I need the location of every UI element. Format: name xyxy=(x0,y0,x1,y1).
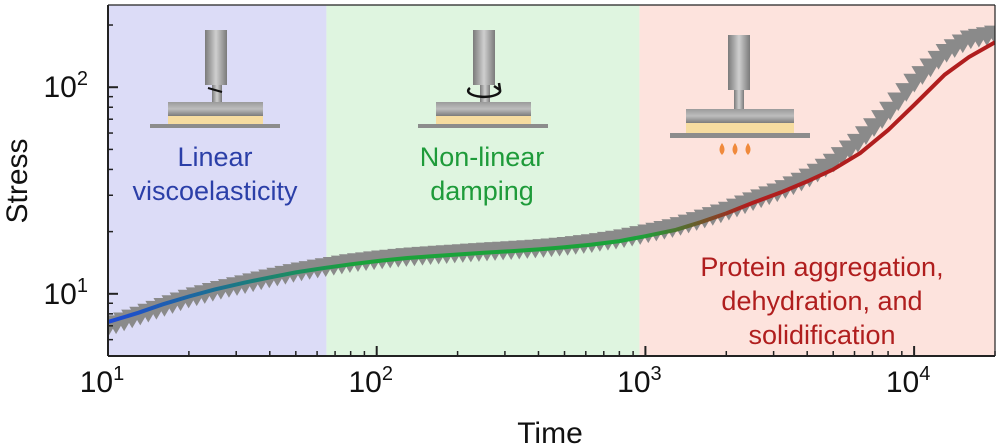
y-tick-label: 102 xyxy=(44,68,89,104)
region-1-label-line: Linear xyxy=(177,142,252,172)
x-axis: 101 102 103 104 xyxy=(80,346,996,399)
heat-flames-icon xyxy=(719,143,751,155)
region-2-label-line: Non-linear xyxy=(420,142,545,172)
rheometer-linear-icon xyxy=(150,30,280,128)
x-tick-label: 103 xyxy=(617,363,662,399)
region-1-label-line: viscoelasticity xyxy=(132,176,298,206)
data-marker xyxy=(984,25,995,45)
y-axis: 101 102 xyxy=(44,24,118,357)
axes-frame xyxy=(107,4,996,357)
region-3-label-line: solidification xyxy=(748,320,895,350)
x-tick-label: 101 xyxy=(80,363,125,399)
x-tick-label: 102 xyxy=(348,363,393,399)
x-axis-title: Time xyxy=(517,417,583,446)
y-tick-label: 101 xyxy=(44,275,89,311)
rheometer-heated-icon xyxy=(670,35,810,155)
region-2-label-line: damping xyxy=(430,176,534,206)
model-curve xyxy=(108,40,995,324)
region-3-label-line: Protein aggregation, xyxy=(700,252,943,282)
y-axis-title: Stress xyxy=(1,138,34,223)
region-labels: Linear viscoelasticity Non-linear damping Pr… xyxy=(132,142,943,350)
x-tick-label: 104 xyxy=(886,363,931,399)
region-3-label-line: dehydration, and xyxy=(721,286,922,316)
rheometer-rotation-icon xyxy=(418,30,548,128)
